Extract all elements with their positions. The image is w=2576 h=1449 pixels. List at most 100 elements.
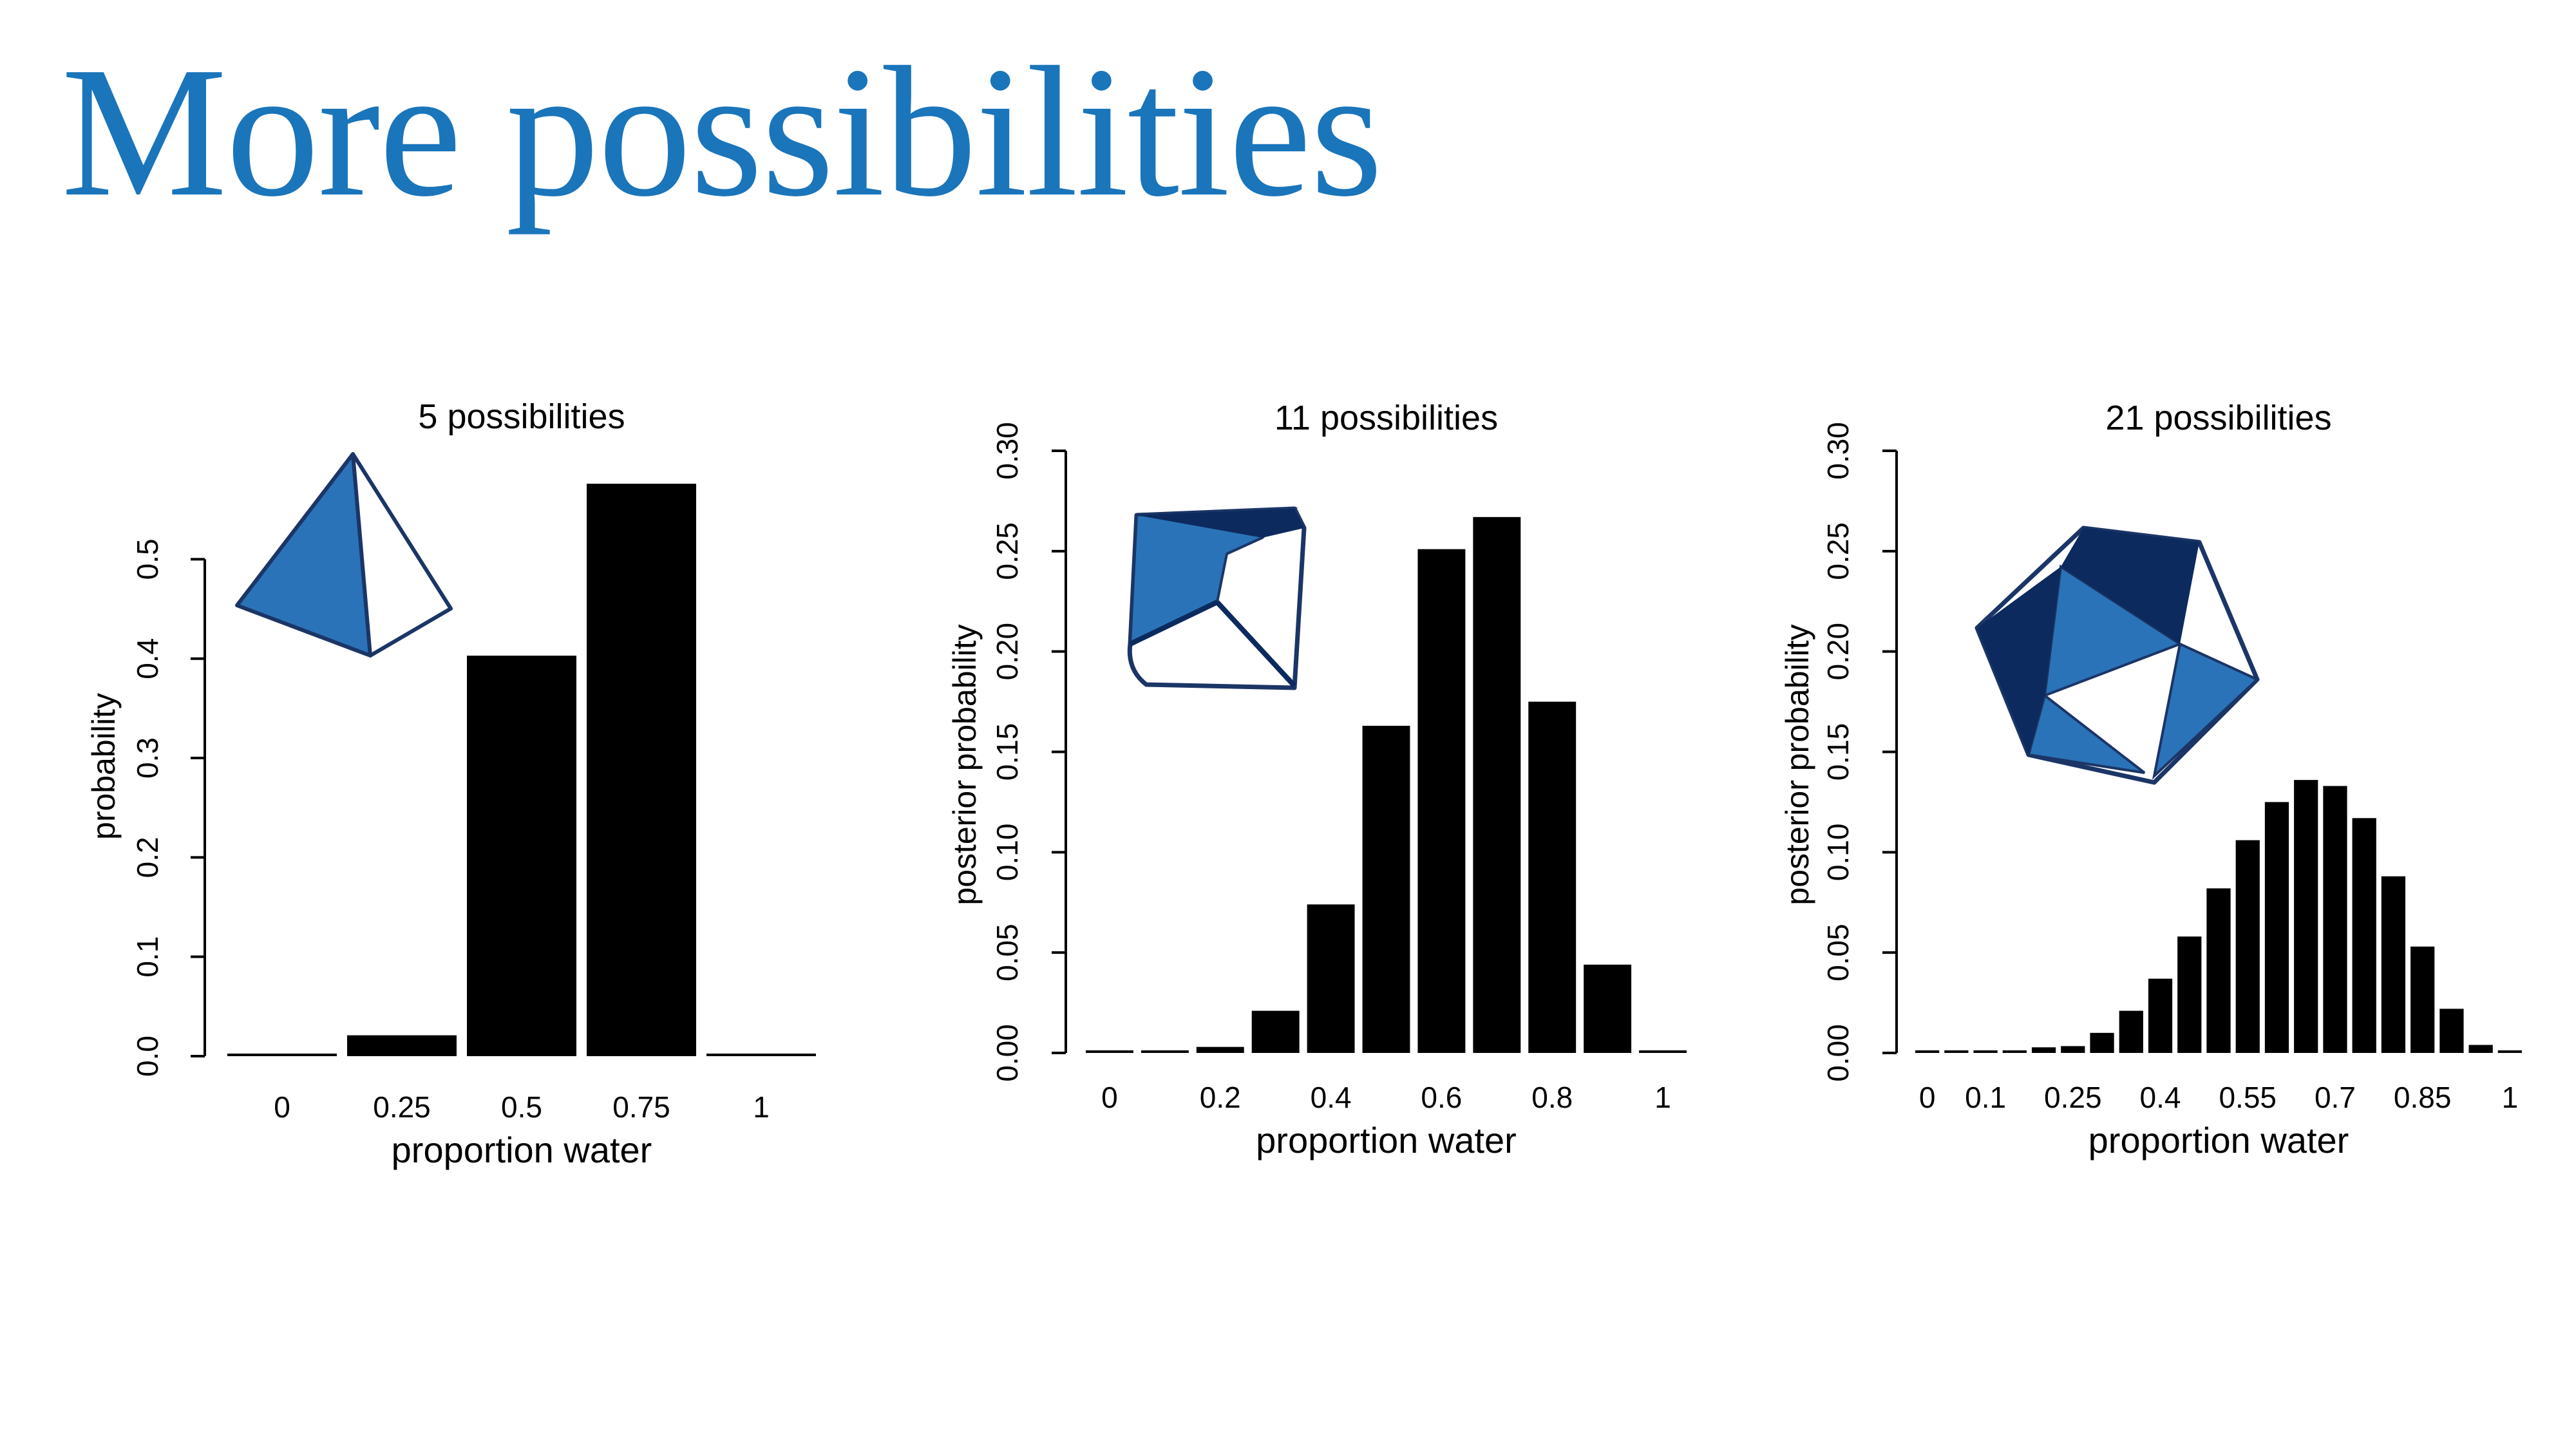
x-tick-label: 0.7 [2315, 1081, 2356, 1114]
y-tick-label: 0.00 [1821, 1024, 1855, 1082]
chart-3: 21 possibilities0.000.050.100.150.200.25… [1779, 399, 2522, 1160]
bar-0.5 [1362, 725, 1410, 1053]
y-tick-label: 0.20 [1821, 623, 1855, 681]
bar-0.5 [2206, 888, 2231, 1053]
bar-0.85 [2410, 946, 2435, 1053]
bar-0.7 [1473, 516, 1521, 1053]
bar-0.1 [1141, 1050, 1189, 1053]
bar-1 [2497, 1050, 2522, 1053]
x-tick-label: 0 [1101, 1081, 1118, 1114]
x-tick-label: 0.55 [2219, 1081, 2277, 1114]
x-tick-label: 0.6 [1421, 1081, 1462, 1114]
y-tick-label: 0.4 [131, 638, 164, 679]
bar-0.7 [2323, 786, 2347, 1053]
x-tick-label: 1 [2502, 1081, 2519, 1114]
bar-0.75 [2352, 818, 2376, 1053]
ico-face-top-dark [2061, 528, 2199, 644]
bar-0.3 [1251, 1010, 1300, 1053]
bar-0 [1915, 1050, 1940, 1053]
x-tick-label: 0.2 [1200, 1081, 1241, 1114]
y-tick-label: 0.25 [990, 522, 1024, 580]
y-tick-label: 0.20 [990, 623, 1024, 681]
chart-2: 11 possibilities0.000.050.100.150.200.25… [947, 399, 1687, 1160]
y-tick-label: 0.1 [131, 936, 164, 978]
y-tick-label: 0.15 [990, 723, 1024, 781]
y-tick-label: 0.2 [131, 837, 164, 878]
bar-0.05 [1944, 1050, 1969, 1053]
y-tick-label: 0.3 [131, 737, 164, 779]
y-tick-label: 0.10 [990, 824, 1024, 882]
bar-0.35 [2119, 1010, 2143, 1053]
bar-1 [1639, 1050, 1687, 1053]
chart-1: 5 possibilities 0.0 0.1 0.2 0.3 0.4 0.5 probabi… [86, 397, 816, 1170]
tetrahedron-die-icon [235, 452, 453, 658]
x-tick-label: 0.85 [2394, 1081, 2452, 1114]
y-tick-label: 0.30 [1821, 422, 1855, 480]
bar-0.25 [2061, 1046, 2085, 1053]
bar-0.9 [1584, 964, 1632, 1053]
y-axis-label: posterior probability [1779, 624, 1815, 905]
y-axis-label: posterior probability [947, 624, 983, 905]
x-tick-label: 0 [274, 1090, 290, 1124]
tetra-face-blue [235, 452, 372, 658]
y-tick-label: 0.05 [1821, 923, 1855, 981]
cube-die-icon [1127, 506, 1307, 690]
chart-title: 21 possibilities [2105, 399, 2331, 437]
bar-0.95 [2468, 1045, 2493, 1053]
slide-title: More possibilities [61, 28, 1383, 235]
cube-edge-lines [1129, 600, 1296, 688]
x-axis-label: proportion water [392, 1130, 652, 1170]
bar-0 [227, 1054, 337, 1056]
bar-0.3 [2090, 1032, 2114, 1053]
bar-0.9 [2439, 1009, 2464, 1053]
x-tick-label: 0.75 [612, 1090, 670, 1124]
x-axis-label: proportion water [2088, 1120, 2349, 1160]
bar-0.6 [1417, 549, 1466, 1053]
bar-0.8 [2381, 876, 2406, 1053]
bar-0.2 [1196, 1046, 1244, 1053]
bar-0.4 [1307, 904, 1355, 1053]
y-tick-label: 0.10 [1821, 824, 1855, 882]
y-tick-label: 0.30 [990, 422, 1024, 480]
x-tick-label: 0.1 [1965, 1081, 2006, 1114]
icosahedron-die-icon [1975, 526, 2260, 785]
x-tick-label: 1 [1654, 1081, 1671, 1114]
x-tick-label: 0.8 [1531, 1081, 1573, 1114]
y-tick-label: 0.0 [131, 1036, 164, 1077]
bar-0.15 [2002, 1050, 2027, 1053]
y-tick-label: 0.15 [1821, 723, 1855, 781]
bar-0.75 [587, 484, 696, 1056]
x-tick-label: 0.25 [2044, 1081, 2102, 1114]
ico-face-left-dark [1977, 567, 2061, 755]
y-tick-label: 0.25 [1821, 522, 1855, 580]
x-tick-label: 0.4 [2140, 1081, 2181, 1114]
bar-0 [1086, 1050, 1133, 1053]
x-tick-label: 0 [1919, 1081, 1936, 1114]
y-tick-label: 0.5 [131, 538, 164, 580]
y-axis-label: probability [86, 693, 122, 840]
bar-0.55 [2235, 840, 2260, 1053]
bar-0.25 [347, 1035, 457, 1056]
bar-0.2 [2031, 1047, 2056, 1053]
x-tick-label: 1 [753, 1090, 770, 1124]
ico-face-right [2152, 642, 2260, 780]
bar-0.8 [1528, 701, 1577, 1053]
chart-title: 11 possibilities [1274, 399, 1498, 437]
bar-0.4 [2148, 978, 2173, 1053]
cube-edge-dark [1137, 509, 1304, 538]
bar-1 [706, 1054, 816, 1056]
chart-title: 5 possibilities [418, 397, 625, 436]
bar-0.45 [2177, 936, 2202, 1053]
x-tick-label: 0.25 [373, 1090, 431, 1124]
bar-0.5 [467, 656, 576, 1056]
y-tick-label: 0.05 [990, 923, 1024, 981]
tetra-face-white [351, 452, 453, 658]
bar-0.6 [2264, 802, 2289, 1053]
x-tick-label: 0.4 [1311, 1081, 1352, 1114]
y-tick-label: 0.00 [990, 1024, 1024, 1082]
x-axis-label: proportion water [1256, 1120, 1517, 1160]
bar-0.1 [1973, 1050, 1998, 1053]
bar-0.65 [2294, 780, 2318, 1053]
x-tick-label: 0.5 [501, 1090, 542, 1124]
